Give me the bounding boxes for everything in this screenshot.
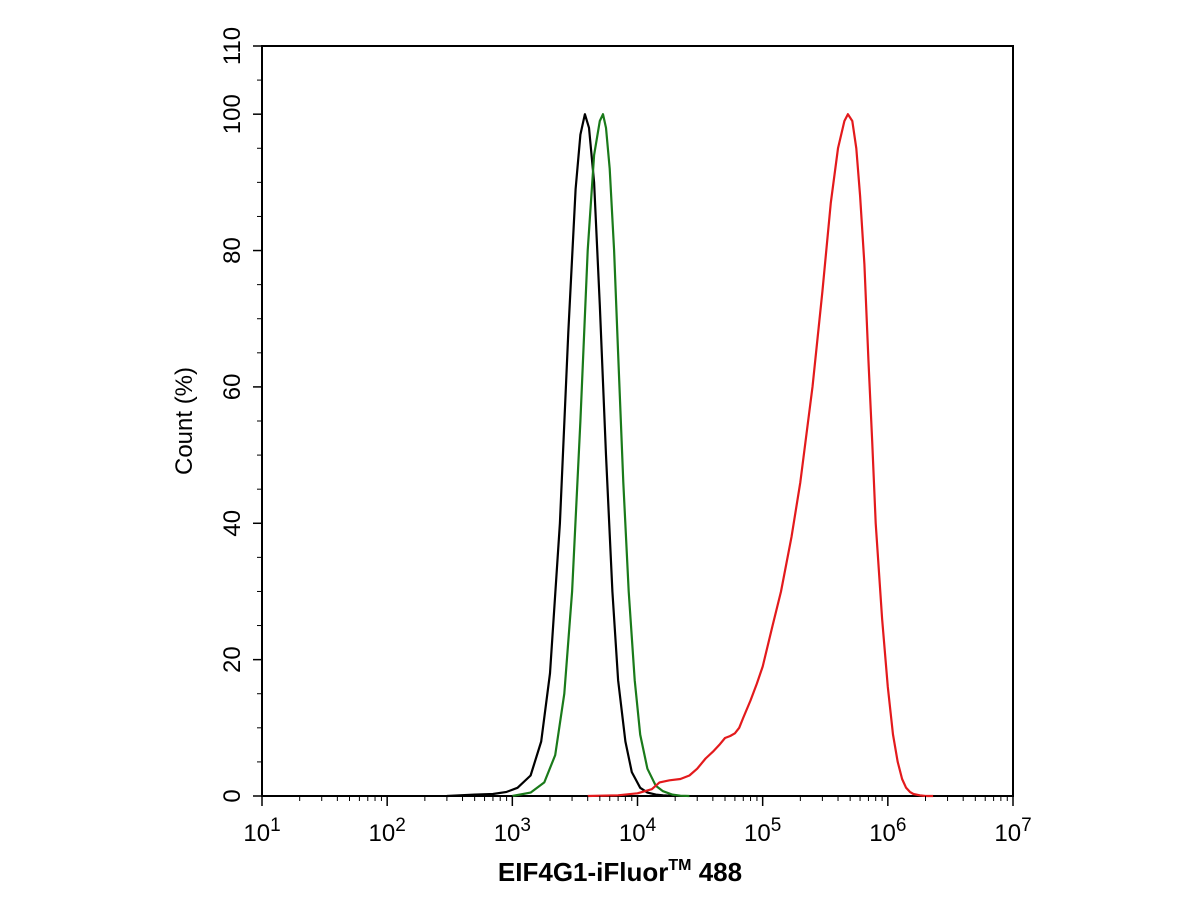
- y-tick-label: 20: [219, 646, 246, 673]
- x-tick-label: 101: [243, 815, 280, 847]
- x-tick-label: 106: [869, 815, 906, 847]
- histogram-series-3: [587, 113, 934, 798]
- y-tick-label: 60: [219, 374, 246, 401]
- y-axis: 0 20 40 60 80 100 110: [219, 27, 262, 803]
- x-axis: 101 102 103 104 105 106 107: [243, 796, 1032, 847]
- y-tick-label: 0: [219, 789, 246, 802]
- plot-frame: [261, 45, 1014, 797]
- x-tick-label: 104: [619, 815, 657, 847]
- x-tick-label: 107: [994, 815, 1031, 847]
- histogram-series-1: [446, 113, 676, 798]
- x-axis-title-superscript: TM: [668, 857, 691, 874]
- series-layer: [446, 113, 934, 798]
- y-tick-label: 100: [219, 94, 246, 134]
- y-axis-title: Count (%): [171, 367, 198, 475]
- x-axis-title: EIF4G1-iFluorTM 488: [498, 857, 742, 887]
- y-tick-label: 80: [219, 237, 246, 264]
- x-tick-label: 102: [369, 815, 406, 847]
- x-axis-title-main: EIF4G1-iFluor: [498, 857, 668, 887]
- x-axis-title-suffix: 488: [691, 857, 742, 887]
- y-tick-label: 110: [219, 27, 246, 65]
- x-tick-label: 103: [494, 815, 531, 847]
- x-tick-label: 105: [744, 815, 781, 847]
- histogram-series-2: [512, 113, 690, 798]
- y-tick-label: 40: [219, 510, 246, 537]
